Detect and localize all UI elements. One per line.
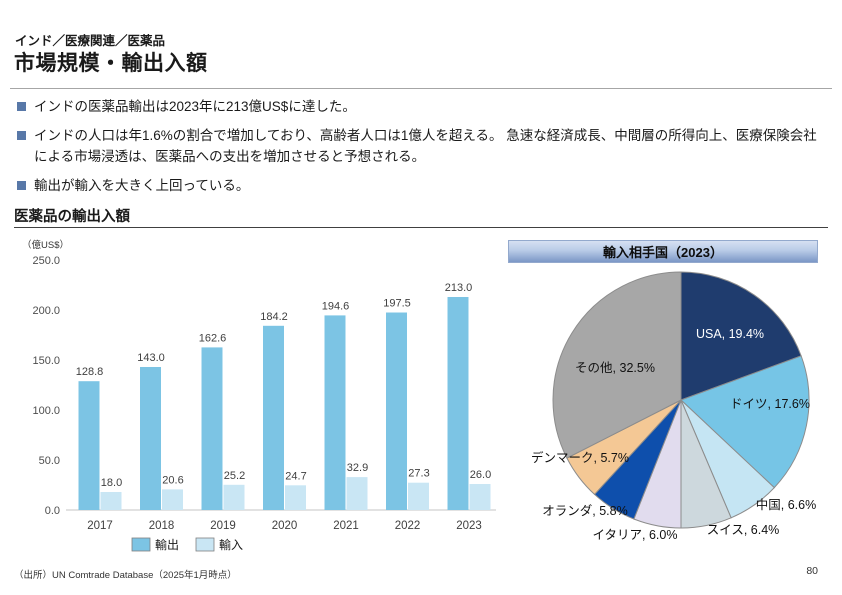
y-axis-tick-label: 250.0	[32, 255, 60, 267]
title-divider	[10, 88, 832, 89]
legend-label: 輸出	[155, 537, 179, 552]
bullet-text: インドの医薬品輸出は2023年に213億US$に達した。	[34, 99, 356, 114]
x-axis-category-label: 2022	[395, 520, 421, 532]
pie-chart-svg: USA, 19.4% ドイツ, 17.6% 中国, 6.6% スイス, 6.4% イタリ…	[531, 271, 816, 542]
y-axis-tick-label: 100.0	[32, 405, 60, 417]
x-axis-category-label: 2021	[333, 520, 359, 532]
bar-import-2019	[223, 484, 245, 510]
bar-value-label: 184.2	[260, 311, 288, 323]
pie-slice-label: オランダ, 5.8%	[542, 503, 627, 518]
bar-export-2017	[78, 381, 100, 510]
bar-export-2021	[324, 315, 346, 510]
import-partners-pie-chart: 輸入相手国（2023） USA, 19.4% ドイツ, 17.6% 中国, 6.6%…	[508, 240, 818, 564]
bar-import-2023	[469, 484, 491, 510]
x-axis-category-label: 2017	[87, 520, 113, 532]
bar-import-2021	[346, 477, 368, 510]
pie-slice-label: イタリア, 6.0%	[593, 528, 678, 542]
bar-export-2023	[447, 297, 469, 510]
bullet-item: 輸出が輸入を大きく上回っている。	[17, 176, 830, 197]
bar-value-label: 27.3	[408, 468, 429, 480]
pie-slice-label: スイス, 6.4%	[707, 523, 780, 537]
pie-chart-header: 輸入相手国（2023）	[508, 240, 818, 263]
bullet-text: 輸出が輸入を大きく上回っている。	[34, 177, 250, 193]
pie-slice-label: その他, 32.5%	[575, 361, 655, 375]
section-divider	[14, 227, 828, 228]
bar-import-2018	[162, 489, 183, 510]
bullet-square-icon	[17, 102, 26, 111]
bar-value-label: 25.2	[224, 470, 245, 482]
bullet-item: インドの人口は年1.6%の割合で増加しており、高齢者人口は1億人を超える。 急速…	[17, 126, 830, 168]
y-axis-tick-label: 200.0	[32, 305, 60, 317]
pie-slice-label: デンマーク, 5.7%	[531, 450, 629, 465]
y-axis-tick-label: 50.0	[39, 455, 60, 467]
bullet-square-icon	[17, 180, 26, 190]
bar-import-2022	[408, 482, 429, 510]
x-axis-category-label: 2019	[210, 520, 236, 532]
bar-value-label: 197.5	[383, 298, 411, 310]
pie-slice-label: 中国, 6.6%	[756, 497, 816, 512]
source-note: （出所）UN Comtrade Database（2025年1月時点）	[14, 570, 237, 581]
export-import-bar-chart: （億US$） 0.0 50.0 100.0 150.0 200.0 250.0 128.8 18…	[14, 238, 504, 568]
summary-bullets: インドの医薬品輸出は2023年に213億US$に達した。 インドの人口は年1.6…	[17, 97, 830, 205]
bar-value-label: 194.6	[322, 300, 350, 312]
pie-slice-7	[552, 271, 682, 459]
bar-value-label: 24.7	[285, 470, 306, 482]
bar-export-2019	[201, 347, 223, 510]
pie-chart-title: 輸入相手国（2023）	[603, 245, 723, 260]
pie-slice-1	[680, 355, 810, 489]
x-axis-category-label: 2020	[272, 520, 298, 532]
bar-export-2022	[386, 312, 407, 510]
bar-import-2020	[285, 485, 306, 510]
bar-value-label: 143.0	[137, 352, 165, 364]
bar-value-label: 26.0	[470, 469, 491, 481]
bar-value-label: 20.6	[162, 474, 183, 486]
y-axis-tick-label: 150.0	[32, 355, 60, 367]
x-axis-category-label: 2018	[149, 520, 175, 532]
breadcrumb: インド／医療関連／医薬品	[15, 34, 166, 48]
legend-swatch-icon	[131, 537, 151, 552]
page-title: 市場規模・輸出入額	[14, 52, 208, 75]
y-axis-tick-label: 0.0	[45, 505, 60, 517]
bar-value-label: 32.9	[347, 462, 368, 474]
page-number: 80	[806, 565, 818, 577]
x-axis-category-label: 2023	[456, 520, 482, 532]
bar-chart-svg: （億US$） 0.0 50.0 100.0 150.0 200.0 250.0 128.8 18…	[22, 239, 496, 552]
bar-value-label: 213.0	[445, 282, 473, 294]
y-axis-unit-label: （億US$）	[22, 239, 69, 251]
bullet-square-icon	[17, 130, 26, 140]
bar-value-label: 162.6	[199, 332, 227, 344]
legend-swatch-icon	[195, 537, 215, 552]
bar-import-2017	[100, 492, 122, 510]
pie-chart-body: USA, 19.4% ドイツ, 17.6% 中国, 6.6% スイス, 6.4% イタリ…	[508, 264, 818, 564]
pie-slice-label: USA, 19.4%	[696, 327, 764, 341]
bullet-text: インドの人口は年1.6%の割合で増加しており、高齢者人口は1億人を超える。 急速…	[34, 127, 817, 164]
bar-value-label: 18.0	[101, 477, 122, 489]
pie-slice-0	[680, 271, 802, 401]
bullet-item: インドの医薬品輸出は2023年に213億US$に達した。	[17, 97, 830, 118]
pie-slice-label: ドイツ, 17.6%	[730, 397, 810, 411]
bar-export-2020	[263, 325, 284, 510]
bar-export-2018	[140, 367, 161, 510]
section-title: 医薬品の輸出入額	[14, 209, 130, 225]
legend-label: 輸入	[219, 537, 243, 552]
bar-value-label: 128.8	[76, 366, 104, 378]
